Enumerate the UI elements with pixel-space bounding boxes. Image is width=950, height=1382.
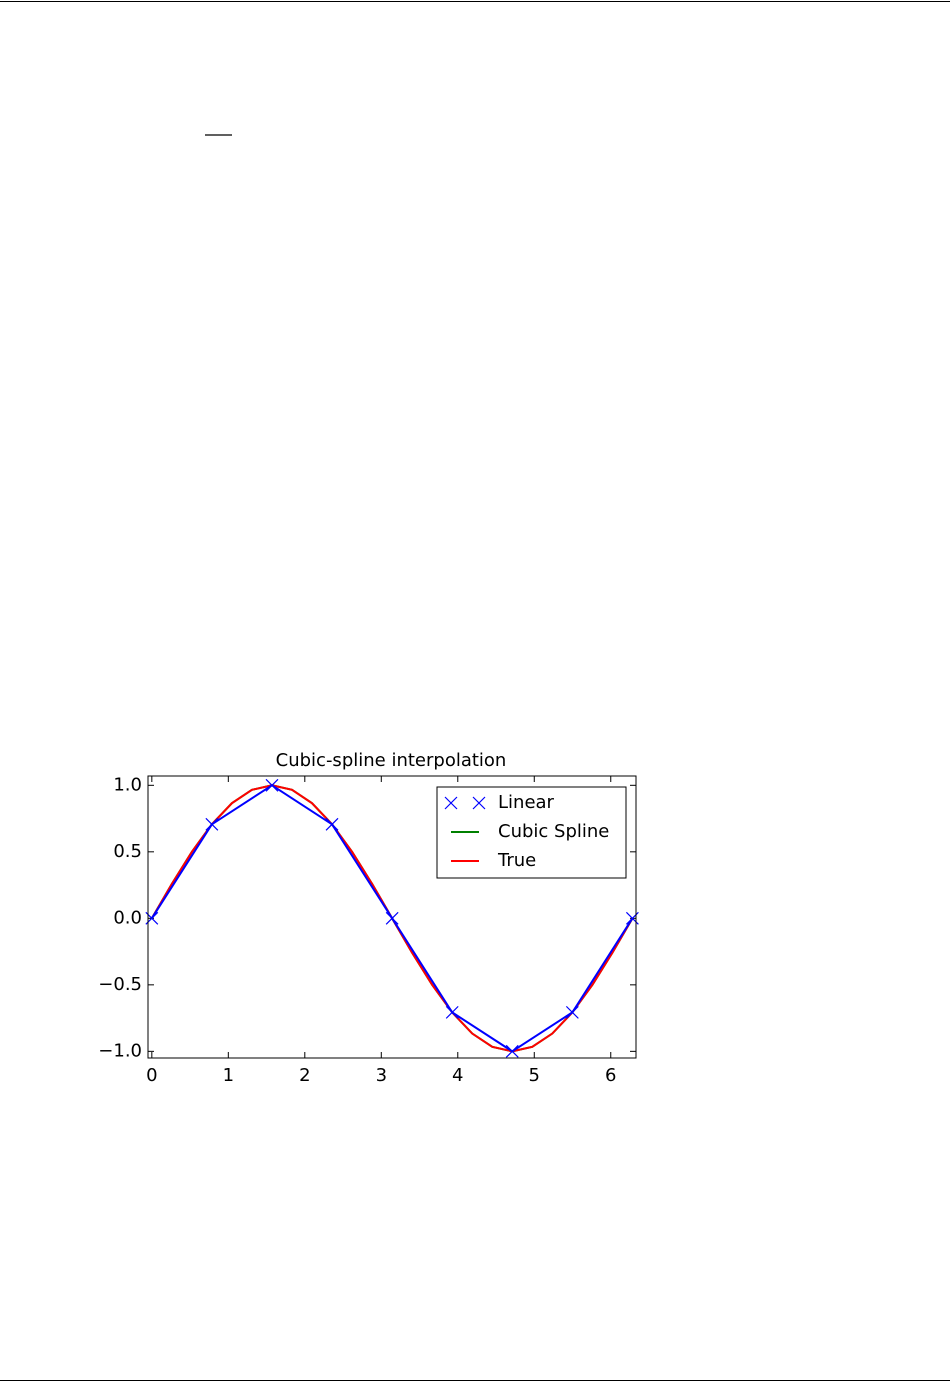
legend-marker [472, 796, 486, 810]
axes-frame [147, 775, 637, 1059]
chart-title: Cubic-spline interpolation [276, 750, 507, 771]
legend-label: Cubic Spline [498, 821, 609, 842]
marker [385, 911, 399, 925]
x-tick-label: 3 [376, 1065, 387, 1086]
y-tick-label: −0.5 [98, 974, 142, 995]
legend-label: Linear [498, 792, 555, 813]
y-tick-label: 0.5 [113, 841, 142, 862]
y-tick-label: −1.0 [98, 1040, 142, 1061]
y-tick-label: 1.0 [113, 774, 142, 795]
legend-marker [444, 796, 458, 810]
x-tick-label: 2 [299, 1065, 310, 1086]
chart: 0 1 2 3 4 5 6 1.0 0.5 0.0 −0.5 −1.0 Linear Cubic Spli… [98, 774, 639, 1086]
legend-label: True [497, 850, 536, 871]
marker [205, 817, 219, 831]
marker [625, 911, 639, 925]
x-tick-label: 0 [146, 1065, 157, 1086]
x-tick-label: 6 [605, 1065, 616, 1086]
marker [505, 1044, 519, 1058]
x-tick-label: 4 [452, 1065, 463, 1086]
x-tick-label: 5 [529, 1065, 540, 1086]
marker [445, 1005, 459, 1019]
x-tick-label: 1 [223, 1065, 234, 1086]
marker [565, 1005, 579, 1019]
marker [265, 778, 279, 792]
y-tick-label: 0.0 [113, 907, 142, 928]
marker [325, 817, 339, 831]
